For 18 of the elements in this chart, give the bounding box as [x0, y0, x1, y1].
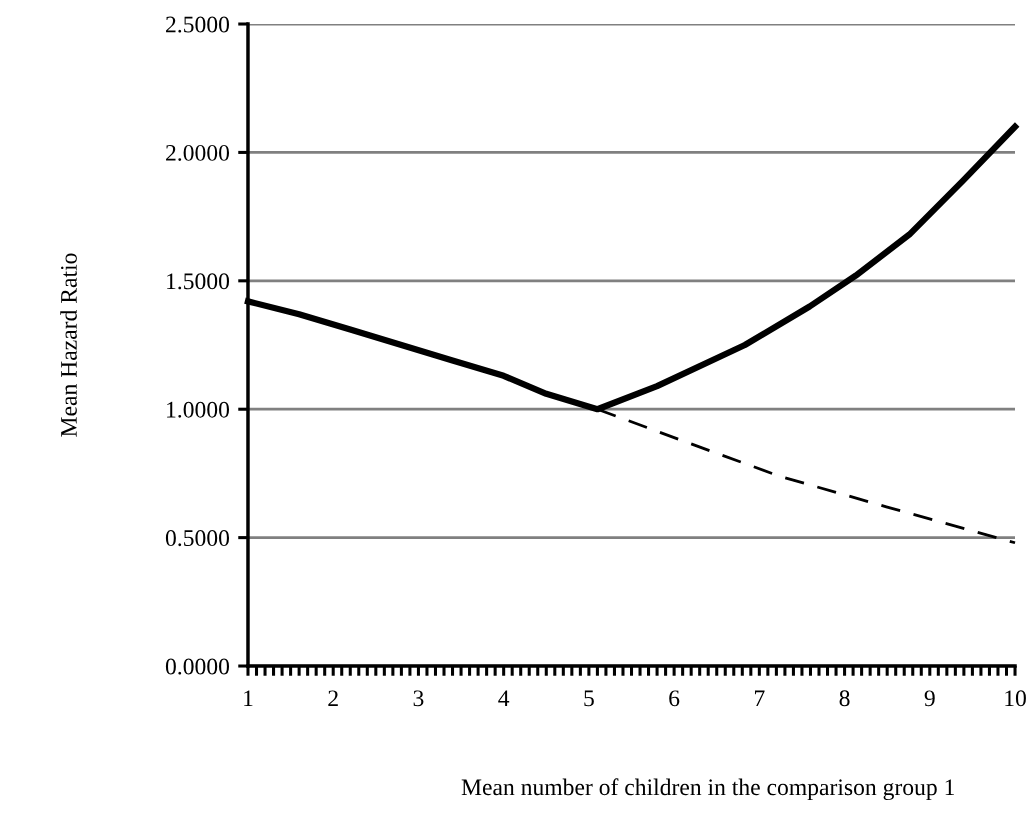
y-tick-label: 2.5000	[166, 16, 230, 33]
x-axis-title: Mean number of children in the comparison group 1	[461, 778, 954, 801]
x-tick-label: 6	[669, 690, 680, 707]
x-tick-label: 8	[839, 690, 850, 707]
x-tick-label: 2	[328, 690, 338, 707]
y-tick-label: 2.0000	[166, 144, 230, 161]
y-tick-label: 0.0000	[165, 658, 230, 675]
x-tick-label: 3	[413, 690, 424, 707]
y-tick-label: 1.5000	[167, 273, 230, 290]
x-tick-label: 5	[584, 690, 594, 707]
x-tick-label: 9	[924, 690, 935, 707]
x-tick-label: 1	[244, 690, 253, 707]
x-tick-label: 7	[755, 690, 765, 707]
y-tick-label: 0.5000	[165, 530, 230, 547]
y-axis-title: Mean Hazard Ratio	[60, 253, 77, 437]
y-tick-label: 1.0000	[167, 401, 230, 418]
x-tick-label: 4	[498, 690, 510, 707]
x-tick-label: 10	[1005, 690, 1026, 707]
